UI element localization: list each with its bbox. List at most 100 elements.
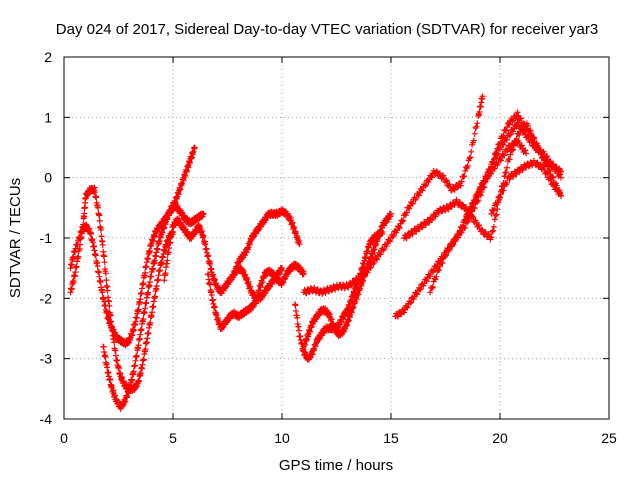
data-point — [414, 291, 421, 298]
data-point — [402, 212, 409, 219]
x-axis-label: GPS time / hours — [279, 457, 393, 474]
data-point — [458, 178, 465, 185]
data-point — [422, 222, 429, 229]
data-point — [517, 115, 524, 122]
data-point — [481, 183, 488, 190]
data-point — [107, 312, 114, 319]
data-point — [522, 147, 529, 154]
data-point — [512, 122, 519, 129]
data-point — [506, 132, 513, 139]
data-point — [527, 159, 534, 166]
data-point — [527, 130, 534, 137]
x-tick-label: 5 — [169, 430, 177, 446]
data-point — [490, 156, 497, 163]
data-point — [152, 293, 159, 300]
data-point — [415, 192, 422, 199]
data-point — [97, 278, 104, 285]
data-point — [509, 147, 516, 154]
data-point — [137, 296, 144, 303]
data-point — [364, 269, 371, 276]
data-point — [200, 210, 207, 217]
data-point — [472, 124, 479, 131]
data-point — [80, 221, 87, 228]
data-point — [429, 284, 436, 291]
data-point — [428, 174, 435, 181]
data-point — [433, 273, 440, 280]
data-point — [292, 302, 299, 309]
data-point — [167, 239, 174, 246]
chart-title: Day 024 of 2017, Sidereal Day-to-day VTE… — [56, 21, 598, 38]
data-point — [434, 169, 441, 176]
data-point — [462, 224, 469, 231]
data-point — [466, 155, 473, 162]
data-point — [386, 237, 393, 244]
data-point — [459, 201, 466, 208]
data-point — [553, 184, 560, 191]
data-point — [407, 232, 414, 239]
data-point — [354, 278, 361, 285]
data-point — [162, 270, 169, 277]
data-point — [381, 245, 388, 252]
data-point — [461, 173, 468, 180]
data-point — [300, 271, 307, 278]
data-point — [396, 225, 403, 232]
data-point — [493, 211, 500, 218]
data-point — [142, 346, 149, 353]
data-point — [539, 153, 546, 160]
data-point — [296, 241, 303, 248]
data-point — [100, 343, 107, 350]
data-point — [490, 159, 497, 166]
data-point — [427, 273, 434, 280]
data-point — [507, 151, 514, 158]
data-point — [537, 147, 544, 154]
data-point — [419, 187, 426, 194]
data-point — [153, 283, 160, 290]
data-point — [462, 216, 469, 223]
data-point — [108, 318, 115, 325]
data-point — [476, 108, 483, 115]
data-point — [430, 267, 437, 274]
data-point — [390, 232, 397, 239]
data-point — [537, 161, 544, 168]
data-point — [510, 128, 517, 135]
data-point — [497, 157, 504, 164]
data-point — [326, 288, 333, 295]
data-point — [111, 339, 118, 346]
y-tick-label: -4 — [40, 411, 53, 427]
data-point — [516, 132, 523, 139]
data-point — [507, 131, 514, 138]
axis-ticks: 0 5 10 15 20 25 -4 -3 -2 -1 0 1 2 — [40, 49, 617, 446]
data-point — [524, 125, 531, 132]
data-point — [436, 263, 443, 270]
data-point — [531, 135, 538, 142]
data-point — [377, 251, 384, 258]
data-point — [485, 231, 492, 238]
data-point — [439, 259, 446, 266]
data-point — [449, 203, 456, 210]
data-point — [471, 130, 478, 137]
data-point — [380, 247, 387, 254]
x-tick-label: 0 — [60, 430, 68, 446]
data-point — [506, 121, 513, 128]
data-point — [501, 152, 508, 159]
data-point — [101, 259, 108, 266]
data-point — [449, 243, 456, 250]
data-point — [133, 352, 140, 359]
y-tick-label: -3 — [40, 351, 53, 367]
data-point — [464, 162, 471, 169]
y-axis-label: SDTVAR / TECUs — [7, 178, 24, 298]
data-point — [470, 137, 477, 144]
data-point — [521, 122, 528, 129]
data-point — [367, 264, 374, 271]
data-point — [519, 167, 526, 174]
data-point — [547, 176, 554, 183]
data-point — [413, 195, 420, 202]
data-point — [96, 212, 103, 219]
data-point — [433, 168, 440, 175]
data-point — [140, 315, 147, 322]
y-tick-label: 0 — [44, 170, 52, 186]
data-point — [101, 253, 108, 260]
data-point — [497, 140, 503, 147]
data-point — [296, 327, 303, 334]
